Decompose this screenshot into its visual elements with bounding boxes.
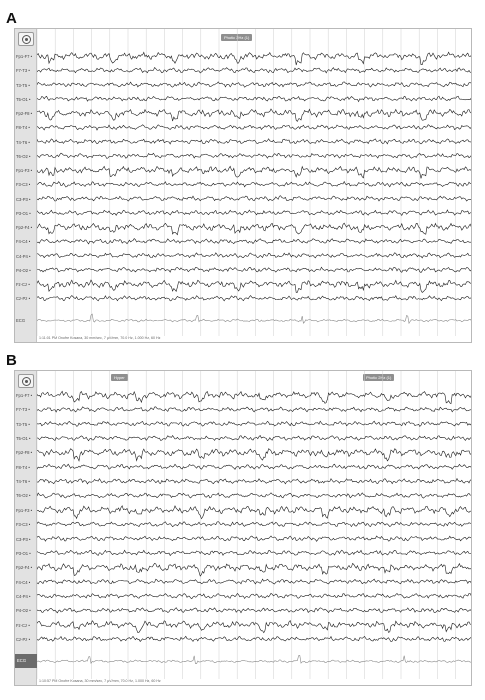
event-marker-photic[interactable]: Photic 2Hz (1) [363, 374, 395, 381]
eeg-trace [37, 222, 471, 236]
eeg-trace [37, 124, 471, 131]
eeg-trace [37, 492, 471, 499]
eeg-trace [37, 238, 471, 245]
channel-sidebar: Fp1-F7 • F7-T3 • T3-T5 • T5-O1 • Fp2-F8 • F8-… [15, 371, 37, 685]
eeg-trace [37, 195, 471, 202]
channel-label[interactable]: Fp2-F4 • [16, 565, 33, 571]
channel-label[interactable]: C3-P3 • [16, 196, 31, 202]
eeg-trace [37, 406, 471, 413]
eeg-trace [37, 562, 471, 577]
eeg-trace [37, 620, 471, 634]
channel-label[interactable]: Fp2-F8 • [16, 111, 33, 116]
channel-label[interactable]: Fz-Cz • [16, 622, 30, 628]
eeg-trace [37, 295, 471, 302]
target-icon[interactable] [18, 374, 34, 388]
channel-label[interactable]: P3-O1 • [16, 550, 31, 556]
eeg-trace [37, 108, 471, 122]
channel-label[interactable]: Fp1-F7 • [16, 393, 33, 398]
ecg-trace [37, 313, 471, 325]
channel-label[interactable]: Fp2-F8 • [16, 450, 33, 456]
eeg-trace [37, 51, 471, 66]
channel-label[interactable]: F3-C3 • [16, 522, 31, 528]
eeg-panel-b: Fp1-F7 • F7-T3 • T3-T5 • T5-O1 • Fp2-F8 • F8-… [14, 370, 472, 686]
eeg-trace [37, 420, 471, 427]
eeg-trace [37, 165, 471, 179]
eeg-panel-a: Fp1-F7 • F7-T3 • T3-T5 • T5-O1 • Fp2-F8 • F8-… [14, 28, 472, 343]
channel-label[interactable]: Fp1-F3 • [16, 168, 33, 173]
eeg-trace [37, 607, 471, 614]
channel-sidebar: Fp1-F7 • F7-T3 • T3-T5 • T5-O1 • Fp2-F8 • F8-… [15, 29, 37, 342]
channel-label[interactable]: P4-O2 • [16, 608, 31, 614]
channel-label[interactable]: ECG [16, 317, 26, 323]
eeg-trace [37, 521, 471, 528]
eeg-trace [37, 505, 471, 520]
eeg-trace [37, 390, 471, 405]
eeg-trace [37, 635, 471, 643]
channel-label[interactable]: C3-P3 • [16, 536, 31, 542]
ecg-trace [37, 655, 471, 664]
channel-label[interactable]: C4-P4 • [16, 253, 31, 259]
eeg-trace [37, 535, 471, 542]
event-marker[interactable]: Hyper [111, 374, 128, 381]
eeg-trace [37, 266, 471, 273]
channel-label[interactable]: Fp1-F3 • [16, 507, 33, 513]
channel-label[interactable]: ECG [15, 654, 37, 669]
eeg-trace [37, 279, 471, 293]
eeg-trace [37, 477, 471, 485]
channel-label[interactable]: T4-T6 • [16, 479, 30, 485]
channel-label[interactable]: T6-O2 • [16, 493, 31, 499]
eeg-trace [37, 209, 471, 216]
channel-label[interactable]: F3-C3 • [16, 182, 31, 188]
eeg-trace [37, 463, 471, 470]
eeg-traces[interactable] [37, 29, 472, 343]
panel-letter-b: B [6, 352, 17, 369]
recording-info: 1:10:57 PM Onofre Kosana, 30 mm/sec, 7 µ… [39, 679, 161, 683]
channel-label[interactable]: Fp2-F4 • [16, 225, 33, 230]
recording-info: 1:11:01 PM Onofre Kosana, 30 mm/sec, 7 µ… [39, 336, 161, 340]
eeg-trace [37, 578, 471, 585]
channel-label[interactable]: P3-O1 • [16, 210, 31, 216]
channel-label[interactable]: T5-O1 • [16, 436, 31, 442]
panel-letter-a: A [6, 10, 17, 27]
channel-label[interactable]: C4-P4 • [16, 593, 31, 599]
channel-label[interactable]: Fp1-F7 • [16, 54, 33, 59]
channel-label[interactable]: T4-T6 • [16, 139, 30, 145]
channel-label[interactable]: F8-T4 • [16, 464, 30, 470]
target-icon[interactable] [18, 32, 34, 46]
eeg-trace [37, 95, 471, 103]
eeg-trace [37, 252, 471, 259]
channel-label[interactable]: Cz-Pz • [16, 636, 31, 642]
channel-label[interactable]: F8-T4 • [16, 125, 30, 131]
eeg-trace [37, 67, 471, 74]
channel-label[interactable]: F7-T3 • [16, 407, 30, 413]
channel-label[interactable]: Fz-Cz • [16, 282, 30, 287]
eeg-trace [37, 152, 471, 159]
event-marker[interactable]: Photic 2Hz (1) [221, 34, 253, 41]
eeg-trace [37, 592, 471, 600]
channel-label[interactable]: F4-C4 • [16, 239, 31, 245]
channel-label[interactable]: P4-O2 • [16, 267, 31, 273]
channel-label[interactable]: T6-O2 • [16, 153, 31, 159]
eeg-trace [37, 435, 471, 442]
eeg-traces[interactable] [37, 371, 472, 686]
eeg-trace [37, 180, 471, 188]
channel-label[interactable]: Cz-Pz • [16, 296, 31, 302]
channel-label[interactable]: F4-C4 • [16, 579, 31, 585]
channel-label[interactable]: F7-T3 • [16, 68, 30, 74]
channel-label[interactable]: T5-O1 • [16, 96, 31, 102]
channel-label[interactable]: T3-T5 • [16, 421, 30, 427]
eeg-trace [37, 138, 471, 145]
channel-label[interactable]: T3-T5 • [16, 82, 30, 88]
eeg-trace [37, 448, 471, 462]
eeg-trace [37, 81, 471, 88]
eeg-trace [37, 549, 471, 557]
